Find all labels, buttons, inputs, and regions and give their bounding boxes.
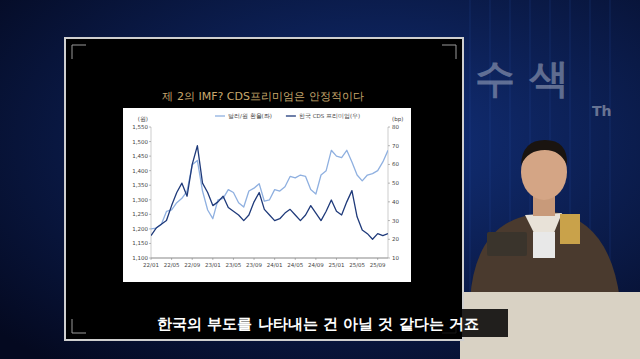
- y-tick: [149, 258, 151, 259]
- background: [0, 0, 640, 359]
- x-tick-label: 22/01: [143, 262, 159, 268]
- x-tick: [151, 258, 152, 260]
- x-tick-label: 22/09: [184, 262, 200, 268]
- y-tick-label: 1,250: [132, 211, 148, 217]
- x-tick-label: 24/01: [267, 262, 283, 268]
- x-tick-label: 24/05: [287, 262, 303, 268]
- y2-tick: [388, 145, 390, 146]
- y-tick: [149, 243, 151, 244]
- y-tick: [149, 185, 151, 186]
- y-tick: [149, 141, 151, 142]
- legend-label: 한국 CDS 프리미엄(우): [299, 113, 360, 119]
- legend-swatch: [286, 115, 296, 116]
- y2-tick-label: 10: [392, 255, 399, 261]
- y2-tick-label: 80: [392, 124, 399, 130]
- y-tick: [149, 127, 151, 128]
- y-tick: [149, 156, 151, 157]
- caption-box: [128, 309, 508, 337]
- presenter: [470, 140, 620, 300]
- y2-tick-label: 70: [392, 143, 399, 149]
- caption: 한국의 부도를 나타내는 건 아닐 것 같다는 거죠: [157, 315, 479, 333]
- x-tick-label: 23/05: [226, 262, 242, 268]
- x-tick: [274, 258, 275, 260]
- y2-tick-label: 40: [392, 199, 399, 205]
- y2-tick: [388, 164, 390, 165]
- slide-frame: [65, 38, 463, 340]
- y-tick: [149, 170, 151, 171]
- x-tick: [357, 258, 358, 260]
- y2-tick-label: 50: [392, 180, 399, 186]
- y-tick: [149, 199, 151, 200]
- y-tick-label: 1,300: [132, 197, 148, 203]
- y2-tick-label: 60: [392, 161, 399, 167]
- y-tick-label: 1,500: [132, 139, 148, 145]
- x-tick: [171, 258, 172, 260]
- desk-prop: [487, 232, 527, 256]
- lines: [151, 146, 388, 240]
- x-tick-label: 24/09: [308, 262, 324, 268]
- y-tick-label: 1,200: [132, 226, 148, 232]
- y2-tick: [388, 239, 390, 240]
- background-text: 수 색: [475, 55, 569, 101]
- x-axis: [151, 258, 388, 259]
- y2-axis: [388, 127, 389, 258]
- y-tick-label: 1,350: [132, 182, 148, 188]
- legend: 달러/원 환율(좌) 한국 CDS 프리미엄(우): [215, 113, 360, 119]
- x-tick-label: 23/01: [205, 262, 221, 268]
- x-tick: [212, 258, 213, 260]
- x-tick: [233, 258, 234, 260]
- frame-corner: [72, 319, 86, 333]
- chart-panel: [123, 108, 411, 282]
- y-axis-label: (원): [138, 116, 148, 122]
- x-tick-label: 22/05: [164, 262, 180, 268]
- x-tick-label: 25/09: [370, 262, 386, 268]
- x-tick: [254, 258, 255, 260]
- x-tick: [315, 258, 316, 260]
- presenter-body: [470, 212, 620, 300]
- x-tick: [295, 258, 296, 260]
- desk-prop: [533, 232, 555, 258]
- frame-corner: [442, 45, 456, 59]
- x-tick-label: 25/01: [329, 262, 345, 268]
- x-tick: [336, 258, 337, 260]
- scene: 수 색 Th 제 2의 IMF? CDS프리미엄은 안정적이다 1,100 1,150 1…: [0, 0, 640, 359]
- y-tick-label: 1,400: [132, 168, 148, 174]
- background-text: Th: [592, 103, 612, 119]
- series-line: [151, 146, 388, 240]
- y2-tick: [388, 183, 390, 184]
- frame-corner: [72, 45, 86, 59]
- x-tick: [377, 258, 378, 260]
- series-line: [151, 150, 388, 229]
- y2-tick: [388, 258, 390, 259]
- presenter-hair: [521, 140, 567, 165]
- y2-tick-label: 30: [392, 218, 399, 224]
- legend-label: 달러/원 환율(좌): [228, 113, 272, 119]
- y2-tick: [388, 201, 390, 202]
- y2-axis-label: (bp): [392, 116, 403, 123]
- y2-tick-label: 20: [392, 236, 399, 242]
- y-tick: [149, 214, 151, 215]
- x-tick-label: 23/09: [246, 262, 262, 268]
- y-axis: [151, 127, 152, 258]
- x-tick-label: 25/05: [349, 262, 365, 268]
- y-tick-label: 1,450: [132, 153, 148, 159]
- y-tick-label: 1,100: [132, 255, 148, 261]
- y-tick-label: 1,150: [132, 240, 148, 246]
- desk-prop: [560, 214, 580, 244]
- x-tick: [192, 258, 193, 260]
- y-tick: [149, 228, 151, 229]
- legend-swatch: [215, 115, 225, 116]
- y2-tick: [388, 127, 390, 128]
- y-tick-label: 1,550: [132, 124, 148, 130]
- chart-title: 제 2의 IMF? CDS프리미엄은 안정적이다: [162, 90, 363, 103]
- y2-tick: [388, 220, 390, 221]
